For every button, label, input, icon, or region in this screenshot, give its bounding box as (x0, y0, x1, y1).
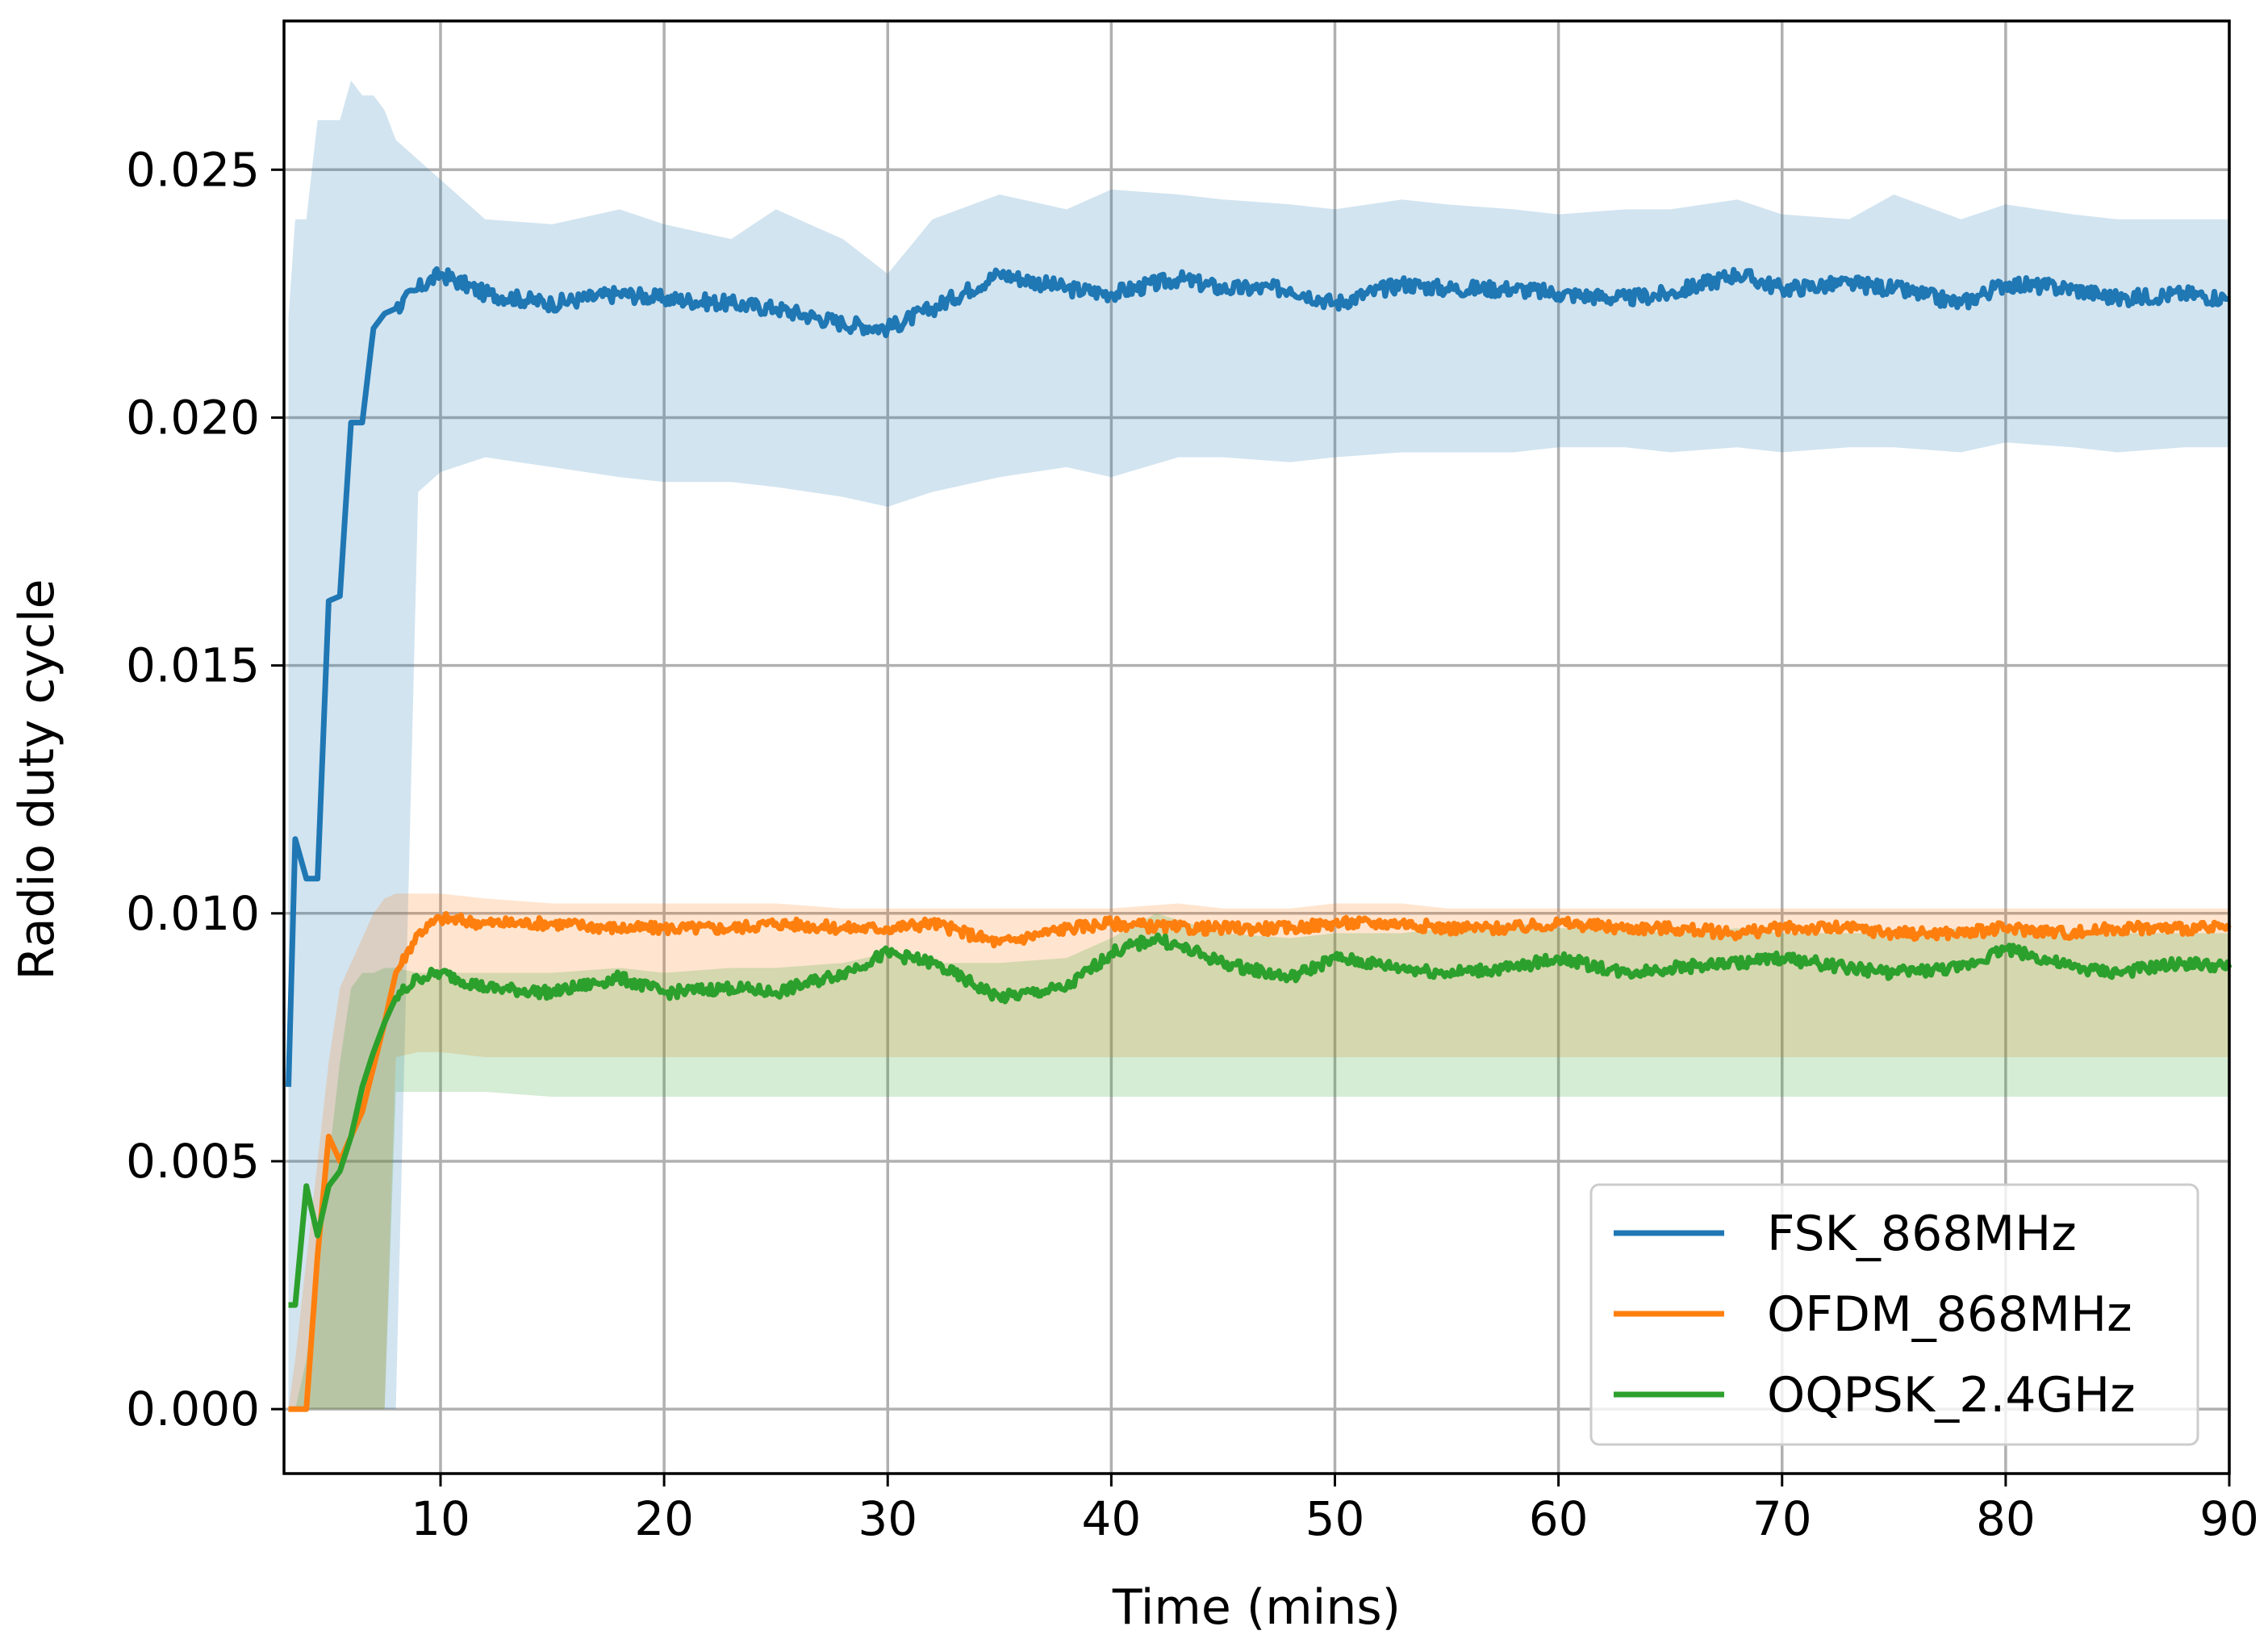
x-tick-label: 60 (1529, 1491, 1589, 1546)
plot-frame (282, 19, 2231, 1475)
y-tick-label: 0.015 (126, 638, 260, 693)
y-axis-label: Radio duty cycle (9, 579, 65, 980)
legend-box (1589, 1183, 2199, 1446)
y-tick-label: 0.010 (126, 886, 260, 941)
x-tick-label: 10 (411, 1491, 470, 1546)
legend-label: OFDM_868MHz (1767, 1286, 2132, 1343)
x-tick-label: 30 (858, 1491, 917, 1546)
legend-label: FSK_868MHz (1767, 1206, 2077, 1262)
series-lines (286, 266, 2232, 1412)
y-tick-label: 0.000 (126, 1382, 260, 1436)
line-fsk-868mhz (286, 266, 2231, 1087)
x-tick-label: 40 (1081, 1491, 1141, 1546)
confidence-bands (288, 80, 2229, 1410)
y-tick-label: 0.025 (126, 142, 260, 197)
line-ofdm-868mhz (287, 911, 2232, 1412)
line-oqpsk-2-4ghz (287, 932, 2232, 1308)
x-tick-label: 50 (1305, 1491, 1365, 1546)
band-fsk-868mhz (288, 80, 2229, 1410)
y-tick-label: 0.020 (126, 390, 260, 445)
x-tick-label: 90 (2199, 1491, 2259, 1546)
band-oqpsk-2-4ghz (288, 913, 2229, 1410)
x-tick-label: 80 (1976, 1491, 2036, 1546)
y-axis-ticks: 0.000 0.005 0.010 0.015 0.020 0.025 (126, 142, 284, 1436)
x-axis-ticks: 10 20 30 40 50 60 70 80 90 (411, 1474, 2259, 1546)
x-tick-label: 70 (1752, 1491, 1812, 1546)
legend-label: OQPSK_2.4GHz (1767, 1367, 2136, 1424)
y-tick-label: 0.005 (126, 1134, 260, 1189)
x-axis-label: Time (mins) (1112, 1579, 1401, 1636)
band-ofdm-868mhz (288, 893, 2229, 1410)
x-tick-label: 20 (634, 1491, 694, 1546)
legend: FSK_868MHz OFDM_868MHz OQPSK_2.4GHz (1589, 1183, 2199, 1446)
